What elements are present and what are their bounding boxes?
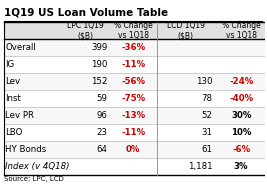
- Text: 52: 52: [202, 111, 213, 120]
- Text: -56%: -56%: [121, 77, 145, 86]
- Bar: [4, 124, 267, 141]
- Text: -24%: -24%: [229, 77, 253, 86]
- Text: -36%: -36%: [121, 43, 145, 52]
- Bar: [4, 90, 267, 107]
- Text: 23: 23: [96, 128, 107, 137]
- Text: 1Q19 US Loan Volume Table: 1Q19 US Loan Volume Table: [4, 8, 168, 18]
- Text: 190: 190: [91, 60, 107, 69]
- Text: -40%: -40%: [229, 94, 253, 103]
- Text: 64: 64: [96, 145, 107, 154]
- Text: 78: 78: [202, 94, 213, 103]
- Text: LPC 1Q19
($B): LPC 1Q19 ($B): [67, 21, 104, 40]
- Text: IG: IG: [5, 60, 15, 69]
- Text: Source: LPC, LCD: Source: LPC, LCD: [4, 176, 64, 182]
- Text: 0%: 0%: [126, 145, 140, 154]
- Text: 152: 152: [91, 77, 107, 86]
- Text: Lev: Lev: [5, 77, 21, 86]
- Text: 96: 96: [96, 111, 107, 120]
- Text: LBO: LBO: [5, 128, 23, 137]
- Text: 10%: 10%: [231, 128, 251, 137]
- Text: 61: 61: [202, 145, 213, 154]
- Text: % Change
vs 1Q18: % Change vs 1Q18: [114, 21, 152, 40]
- Text: 399: 399: [91, 43, 107, 52]
- Text: Index (v 4Q18): Index (v 4Q18): [5, 162, 70, 171]
- Text: -11%: -11%: [121, 60, 145, 69]
- Text: HY Bonds: HY Bonds: [5, 145, 46, 154]
- Bar: [4, 56, 267, 73]
- Bar: [4, 141, 267, 158]
- Text: 31: 31: [202, 128, 213, 137]
- Text: -6%: -6%: [232, 145, 250, 154]
- Bar: [4, 158, 267, 175]
- Bar: [4, 39, 267, 56]
- Text: Overall: Overall: [5, 43, 36, 52]
- Bar: [4, 22, 267, 39]
- Bar: [4, 107, 267, 124]
- Bar: [4, 73, 267, 90]
- Text: 3%: 3%: [234, 162, 248, 171]
- Text: Inst: Inst: [5, 94, 21, 103]
- Text: Lev PR: Lev PR: [5, 111, 34, 120]
- Text: -13%: -13%: [121, 111, 145, 120]
- Text: -11%: -11%: [121, 128, 145, 137]
- Text: 30%: 30%: [231, 111, 251, 120]
- Text: LCD 1Q19
($B): LCD 1Q19 ($B): [167, 21, 205, 40]
- Text: 59: 59: [96, 94, 107, 103]
- Text: % Change
vs 1Q18: % Change vs 1Q18: [222, 21, 261, 40]
- Text: 1,181: 1,181: [188, 162, 213, 171]
- Text: 130: 130: [196, 77, 213, 86]
- Text: -75%: -75%: [121, 94, 145, 103]
